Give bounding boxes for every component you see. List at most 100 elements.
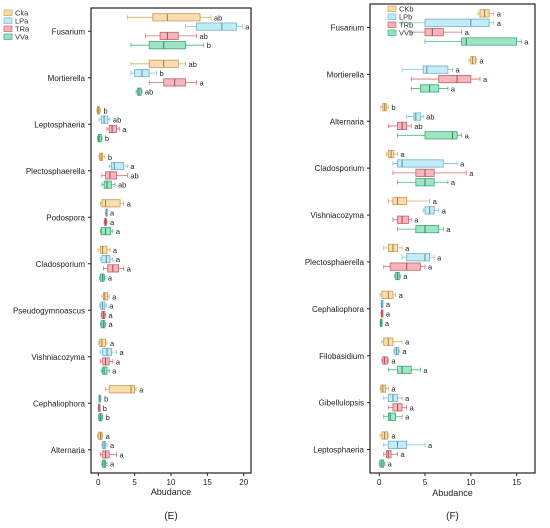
legend-label: VVb [399, 29, 413, 38]
box-TRa: a [102, 264, 132, 273]
significance-letter: a [465, 28, 470, 37]
legend-swatch [387, 13, 397, 20]
box-iqr [397, 215, 409, 224]
category-label: Vishniacozyma [310, 211, 364, 220]
significance-letter: b [104, 395, 108, 404]
significance-letter: a [410, 403, 415, 412]
box-iqr [406, 253, 430, 262]
box-iqr [102, 366, 108, 375]
box-LPa: a [185, 22, 250, 32]
plot-frame [369, 3, 536, 474]
x-tick-label: 20 [239, 478, 248, 487]
box-VVb: a [397, 131, 470, 140]
significance-letter: a [130, 162, 135, 171]
significance-letter: a [391, 356, 396, 365]
box-LPb: a [401, 18, 502, 28]
box-TRb: a [410, 28, 470, 37]
significance-letter: a [442, 206, 447, 215]
significance-letter: b [207, 41, 211, 50]
significance-letter: a [391, 431, 396, 440]
significance-letter: b [391, 103, 395, 112]
significance-letter: a [116, 227, 121, 236]
box-LPb: a [401, 253, 442, 262]
box-iqr [102, 292, 109, 301]
box-iqr [424, 18, 490, 27]
box-LPa: a [108, 162, 135, 171]
box-VVb: a [410, 84, 456, 93]
category-label: Filobasidium [319, 352, 364, 361]
significance-letter: a [109, 311, 114, 320]
significance-letter: a [405, 394, 410, 403]
significance-letter: a [127, 264, 132, 273]
significance-letter: a [405, 244, 410, 253]
significance-letter: a [524, 38, 529, 47]
box-iqr [110, 162, 125, 171]
significance-letter: a [386, 310, 391, 319]
category-label: Vishniacozyma [31, 353, 85, 362]
box-iqr [103, 180, 112, 189]
box-TRa: a [100, 310, 114, 320]
box-LPa: a [100, 348, 124, 357]
significance-letter: a [112, 367, 117, 376]
significance-letter: a [497, 9, 502, 18]
box-iqr [389, 262, 421, 271]
category-label: Leptosphaeria [313, 446, 364, 455]
significance-letter: ab [426, 113, 434, 122]
x-axis-label: Abudance [151, 487, 192, 497]
box-Cka: ab [126, 13, 222, 22]
box-TRa: ab [145, 31, 208, 41]
box-iqr [397, 159, 444, 168]
significance-letter: a [446, 225, 451, 234]
significance-letter: ab [113, 116, 121, 125]
legend-label: TRa [15, 25, 30, 34]
plot-frame [90, 7, 252, 474]
significance-letter: a [110, 218, 115, 227]
box-VVa: b [130, 41, 211, 50]
category-label: Podospora [46, 213, 85, 222]
significance-letter: a [423, 366, 428, 375]
x-axis-label: Abudance [432, 488, 473, 498]
box-CKb: a [477, 9, 502, 18]
significance-letter: a [119, 348, 124, 357]
box-iqr [196, 22, 237, 31]
significance-letter: a [451, 178, 456, 187]
significance-letter: a [108, 274, 113, 283]
box-CKb: a [379, 431, 396, 440]
box-CKb: a [386, 150, 406, 159]
significance-letter: a [116, 357, 121, 366]
significance-letter: a [497, 19, 502, 28]
x-tick-label: 10 [466, 478, 475, 487]
box-VVa: ab [135, 87, 153, 97]
box-VVb: a [424, 37, 529, 47]
box-LPb: a [401, 65, 461, 75]
significance-letter: a [109, 320, 114, 329]
x-tick-label: 5 [423, 478, 428, 487]
box-VVb: a [383, 412, 410, 422]
box-CKb: a [379, 384, 396, 394]
box-iqr [392, 196, 408, 206]
box-TRb: a [387, 403, 415, 412]
significance-letter: a [199, 78, 204, 87]
box-iqr [397, 365, 412, 374]
box-CKb: a [381, 337, 410, 347]
significance-letter: a [139, 385, 144, 394]
box-Cka: a [97, 245, 118, 255]
box-Cka: a [97, 338, 115, 348]
box-CKb: a [468, 56, 484, 65]
box-iqr [461, 37, 518, 46]
box-TRa: a [106, 124, 127, 134]
box-iqr [424, 131, 458, 140]
significance-letter: a [245, 23, 250, 32]
panel-label: (E) [164, 511, 177, 522]
significance-letter: a [106, 432, 111, 441]
box-TRa: a [103, 217, 115, 227]
box-LPa: a [99, 301, 114, 311]
box-TRb: a [380, 309, 391, 319]
significance-letter: a [403, 272, 408, 281]
box-LPa: a [105, 208, 115, 218]
box-Cka: b [98, 152, 112, 162]
category-label: Cephaliophora [312, 305, 365, 314]
